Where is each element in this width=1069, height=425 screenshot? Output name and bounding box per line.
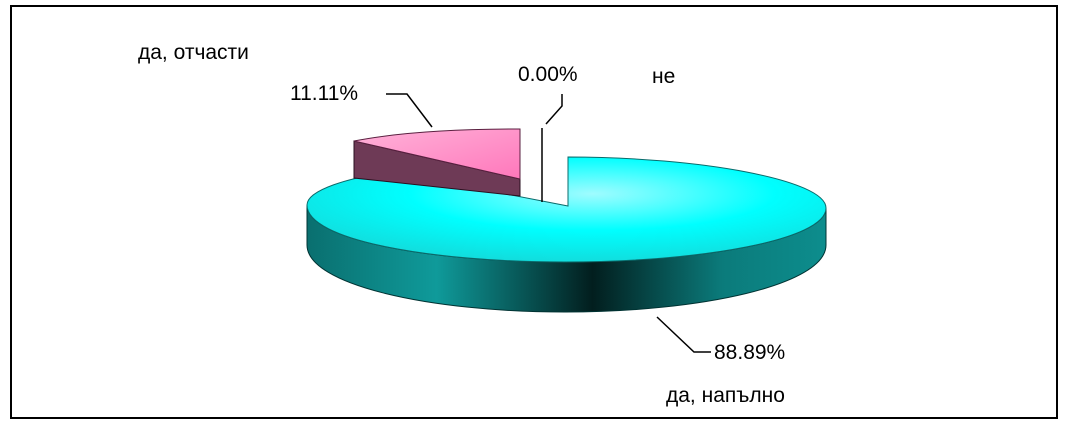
pie-slice-da-otchasti	[353, 128, 521, 180]
leader-line-da-napalno	[656, 316, 711, 353]
value-label-da-napalno: 88.89%	[714, 341, 785, 364]
category-label-ne: не	[652, 65, 675, 88]
leader-line-da-otchasti	[386, 93, 433, 128]
value-label-ne: 0.00%	[518, 63, 578, 86]
leader-line-ne	[545, 94, 563, 125]
category-label-da-otchasti: да, отчасти	[138, 41, 249, 64]
value-label-da-otchasti: 11.11%	[290, 82, 358, 105]
category-label-da-napalno: да, напълно	[666, 384, 785, 407]
